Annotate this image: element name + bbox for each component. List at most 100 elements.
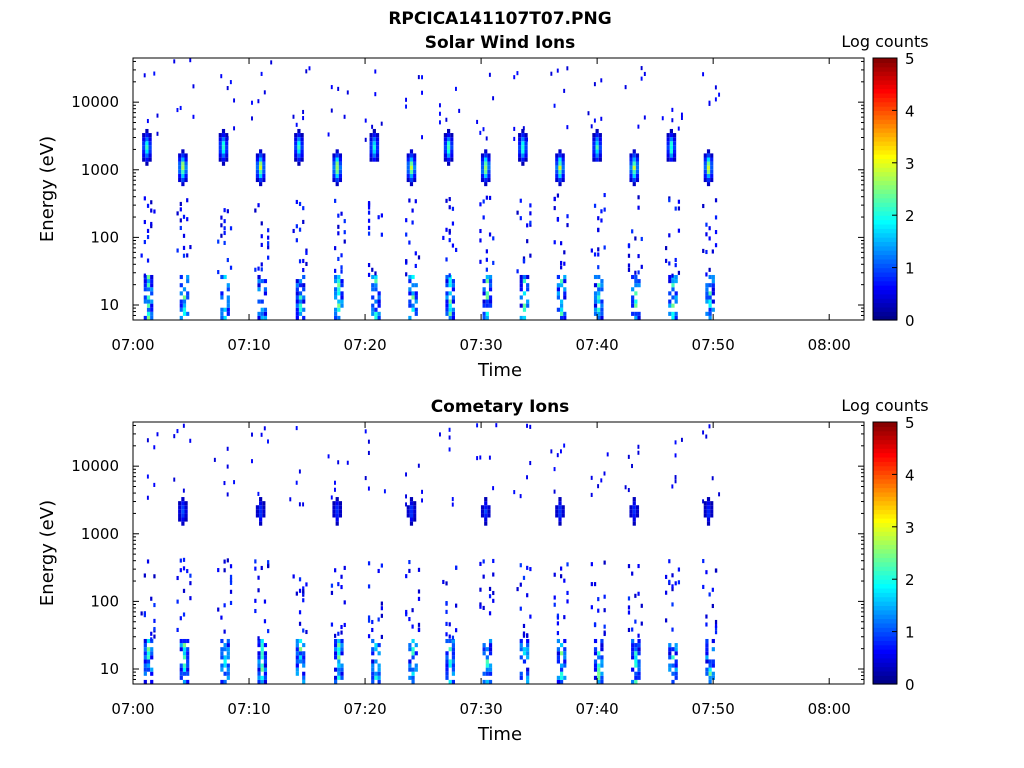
colorbar-segment [873, 123, 897, 129]
spectrogram-cell [302, 287, 306, 292]
spectrogram-cell [153, 618, 156, 623]
spectrogram-cell [367, 634, 371, 639]
spectrogram-cell [186, 647, 190, 652]
colorbar-segment [873, 306, 897, 312]
peak-cell [710, 161, 714, 166]
peak-cell [332, 157, 336, 162]
spectrogram-cell [559, 311, 564, 316]
spectrogram-cell [295, 311, 299, 316]
spectrogram-cell [302, 589, 305, 594]
colorbar-segment [873, 422, 897, 427]
spectrogram-cell [182, 643, 187, 648]
spectrogram-cell [143, 219, 146, 225]
spectrogram-cell [226, 671, 230, 676]
spectrogram-cell [295, 426, 298, 431]
peak-cell [632, 165, 636, 170]
spectrogram-cell [445, 299, 449, 304]
spectrogram-cell [445, 675, 449, 680]
spectrogram-cell [143, 283, 147, 288]
spectrogram-cell [270, 60, 273, 65]
spectrogram-cell [223, 659, 227, 664]
spectrogram-cell [414, 295, 418, 300]
y-tick-label: 10 [100, 296, 119, 314]
spectrogram-cell [559, 679, 564, 684]
spectrogram-cell [634, 274, 638, 280]
spectrogram-cell [377, 667, 381, 672]
spectrogram-cell [298, 299, 303, 304]
spectrogram-cell [156, 432, 159, 437]
spectrogram-cell [192, 84, 195, 89]
x-axis-label: Time [477, 360, 522, 381]
spectrogram-cell [485, 303, 489, 308]
spectrogram-cell [603, 560, 606, 565]
spectrogram-cell [590, 124, 593, 129]
peak-cell [184, 505, 188, 510]
spectrogram-cell [634, 299, 638, 304]
spectrogram-cell [367, 231, 371, 236]
y-axis-label: Energy (eV) [37, 136, 58, 242]
peak-cell [218, 137, 222, 142]
spectrogram-cell [522, 623, 526, 628]
colorbar-segment [873, 548, 897, 554]
spectrogram-cell [380, 606, 383, 611]
spectrogram-cell [405, 609, 408, 615]
spectrogram-cell [597, 651, 601, 656]
spectrogram-cell [556, 675, 560, 680]
peak-cell [706, 517, 711, 522]
spectrogram-cell [260, 311, 264, 316]
spectrogram-cell [556, 615, 560, 620]
spectrogram-cell [371, 124, 374, 129]
panel-cometary: Cometary Ions 07:00 07:10 07:20 07:30 07:40 0… [37, 396, 929, 745]
peak-cell [521, 145, 525, 150]
spectrogram-cell [627, 564, 631, 569]
spectrogram-cell [637, 283, 641, 288]
peak-cell [480, 161, 485, 166]
spectrogram-cell [556, 453, 559, 458]
spectrogram-cell [343, 230, 346, 235]
spectrogram-cell [485, 647, 489, 652]
spectrogram-cell [182, 671, 187, 676]
peak-cell [632, 521, 636, 526]
spectrogram-cell [182, 253, 186, 258]
peak-cell [592, 157, 596, 162]
spectrogram-cell [488, 274, 493, 280]
peak-cell [443, 137, 448, 142]
spectrogram-cell [146, 667, 151, 672]
x-axis-label: Time [477, 724, 522, 745]
spectrogram-cell [445, 257, 448, 262]
spectrogram-cell [156, 113, 159, 118]
spectrogram-cell [340, 299, 344, 304]
spectrogram-cell [680, 112, 683, 117]
spectrogram-cell [671, 671, 675, 676]
peak-cell [595, 137, 599, 142]
spectrogram-cell [559, 671, 564, 676]
spectrogram-cell [364, 137, 367, 142]
peak-cell [142, 153, 146, 158]
spectrogram-cell [223, 679, 227, 684]
spectrogram-cell [374, 671, 378, 676]
spectrogram-cell [220, 307, 224, 312]
peak-cell [409, 182, 414, 187]
peak-cell [710, 173, 714, 178]
spectrogram-cell [179, 274, 183, 280]
peak-cell [369, 157, 373, 162]
spectrogram-cell [337, 283, 341, 288]
spectrogram-cell [451, 315, 456, 320]
peak-cell [703, 161, 707, 166]
peak-cell [706, 149, 711, 154]
spectrogram-cell [226, 446, 229, 451]
spectrogram-cell [414, 311, 418, 316]
spectrogram-cell [482, 311, 486, 316]
spectrogram-cell [566, 125, 569, 130]
peak-cell [703, 165, 707, 170]
peak-cell [706, 501, 711, 506]
spectrogram-cell [150, 671, 154, 676]
spectrogram-cell [590, 562, 593, 567]
spectrogram-cell [260, 655, 264, 660]
spectrogram-cell [668, 647, 672, 652]
spectrogram-cell [485, 195, 488, 200]
peak-cell [413, 165, 417, 170]
spectrogram-cell [522, 256, 526, 261]
spectrogram-cell [627, 267, 631, 272]
